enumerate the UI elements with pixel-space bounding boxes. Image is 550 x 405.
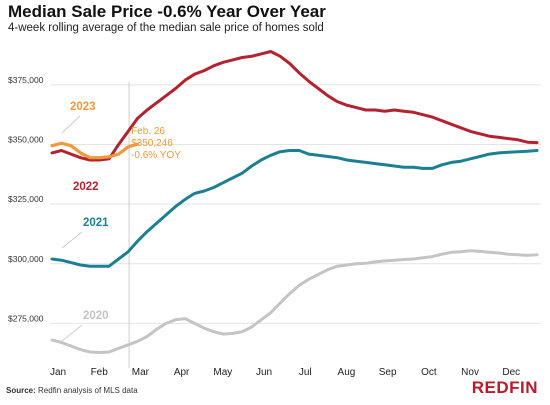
y-tick-label: $375,000 [8,75,44,85]
label-connector [61,115,81,134]
x-tick-label: Dec [502,367,520,378]
series-line-2022 [50,50,539,162]
annotation-layer: Feb. 26$350,246-0.6% YOY [131,126,181,161]
label-connector [61,231,83,249]
source-note: Source: Redfin analysis of MLS data [6,386,138,395]
y-tick-label: $350,000 [8,135,44,145]
x-tick-label: Apr [174,367,190,378]
series-labels: 2020 2021 2022 2023 [61,101,109,342]
series-layer [50,50,539,354]
redfin-logo: REDFIN [471,378,538,397]
x-tick-label: Nov [461,367,479,378]
series-line-2020 [50,249,539,354]
annotation-text: -0.6% YOY [131,150,181,161]
x-tick-label: Mar [132,367,150,378]
x-tick-label: May [213,367,232,378]
series-label-2023: 2023 [70,101,96,113]
chart-subtitle: 4-week rolling average of the median sal… [8,22,324,34]
label-connector [61,324,83,342]
source-text: Redfin analysis of MLS data [38,386,138,395]
x-tick-label: Oct [421,367,437,378]
series-label-2021: 2021 [83,217,109,229]
annotation-text: Feb. 26 [131,126,165,137]
series-line-2021 [50,149,539,268]
x-tick-label: Jan [50,367,66,378]
x-tick-label: Jun [256,367,272,378]
y-axis-labels: $275,000 $300,000 $325,000 $350,000 $375,000 [8,75,44,323]
x-tick-label: Feb [91,367,109,378]
series-label-2022: 2022 [73,181,99,193]
source-label: Source: [6,386,36,395]
x-tick-label: Jul [299,367,312,378]
x-tick-label: Aug [338,367,356,378]
y-tick-label: $300,000 [8,254,44,264]
y-tick-label: $275,000 [8,313,44,323]
y-tick-label: $325,000 [8,194,44,204]
series-line-2023 [50,141,140,160]
x-tick-label: Sep [379,367,397,378]
chart-title: Median Sale Price -0.6% Year Over Year [8,2,326,21]
series-label-2020: 2020 [83,310,109,322]
annotation-text: $350,246 [131,138,173,149]
x-axis-labels: Jan Feb Mar Apr May Jun Jul Aug Sep Oct Nov Dec [50,367,520,378]
